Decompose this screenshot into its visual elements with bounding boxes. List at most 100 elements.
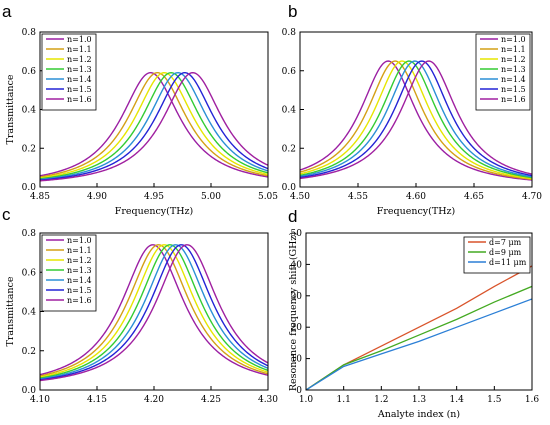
y-tick-label: 0.0 (22, 183, 37, 193)
legend-box (463, 236, 531, 274)
legend-label: n=1.5 (67, 286, 92, 295)
series-line-n=1.0 (300, 60, 532, 181)
x-tick-label: 4.15 (87, 395, 107, 405)
series-line-n=1.4 (40, 244, 268, 380)
series-group (40, 244, 268, 382)
legend-label: n=1.2 (501, 55, 526, 64)
series-line-d=11 μm (306, 298, 532, 390)
legend: n=1.0n=1.1n=1.2n=1.3n=1.4n=1.5n=1.6 (475, 33, 531, 111)
legend-label: n=1.0 (67, 236, 92, 245)
x-tick-label: 1.4 (450, 395, 465, 405)
series-line-n=1.3 (40, 244, 268, 379)
legend-box (475, 33, 531, 111)
y-tick-label: 50 (291, 229, 303, 239)
x-tick-label: 4.90 (87, 192, 107, 202)
legend-label: n=1.1 (501, 45, 526, 54)
legend: n=1.0n=1.1n=1.2n=1.3n=1.4n=1.5n=1.6 (41, 234, 97, 312)
series-line-n=1.6 (40, 71, 268, 182)
y-tick-label: 0.6 (22, 268, 37, 278)
x-tick-label: 4.50 (290, 192, 310, 202)
series-group (306, 265, 532, 390)
y-tick-label: 0.6 (22, 67, 37, 77)
series-line-n=1.1 (300, 60, 532, 181)
x-tick-label: 1.5 (487, 395, 502, 405)
legend-label: n=1.3 (501, 65, 526, 74)
series-line-n=1.5 (40, 244, 268, 381)
panel-letter: c (2, 205, 11, 224)
x-tick-label: 4.25 (201, 395, 221, 405)
panel-letter: d (288, 207, 297, 226)
series-line-n=1.4 (40, 71, 268, 181)
series-line-n=1.4 (300, 60, 532, 178)
legend-label: d=11 μm (489, 258, 527, 267)
legend-label: n=1.6 (67, 95, 92, 104)
x-tick-label: 4.65 (464, 192, 484, 202)
x-axis-label: Frequency(THz) (115, 206, 193, 217)
chart-panel-b: b 4.50 4.55 4.60 4.65 4.70 0.0 0.2 0.4 0.6 0.8 Freq… (282, 2, 543, 217)
series-line-n=1.1 (40, 244, 268, 377)
x-tick-label: 5.00 (201, 192, 221, 202)
legend-label: n=1.6 (67, 296, 92, 305)
y-tick-label: 0.2 (282, 144, 296, 154)
series-line-n=1.5 (300, 60, 532, 179)
y-tick-label: 0.4 (22, 106, 37, 116)
legend-label: n=1.5 (501, 85, 526, 94)
series-line-n=1.3 (300, 60, 532, 179)
chart-panel-a: a 4.85 4.90 4.95 5.00 5.05 0.0 0.2 0.4 0.6 0.8 Freq… (2, 2, 278, 217)
y-tick-label: 0.6 (282, 67, 297, 77)
x-tick-label: 1.2 (374, 395, 388, 405)
x-tick-label: 1.6 (525, 395, 540, 405)
y-tick-label: 0.0 (282, 183, 297, 193)
y-tick-label: 0 (296, 386, 302, 396)
series-line-n=1.2 (40, 71, 268, 179)
legend-label: n=1.4 (501, 75, 526, 84)
y-tick-label: 0.8 (22, 229, 37, 239)
legend-label: n=1.5 (67, 85, 92, 94)
legend-label: n=1.2 (67, 256, 92, 265)
x-axis-label: Frequency(THz) (377, 206, 455, 217)
legend-label: n=1.1 (67, 246, 92, 255)
legend-label: n=1.6 (501, 95, 526, 104)
series-line-n=1.2 (40, 244, 268, 378)
y-tick-label: 30 (291, 292, 303, 302)
legend-label: n=1.0 (501, 35, 526, 44)
legend-label: n=1.0 (67, 35, 92, 44)
x-tick-label: 4.30 (258, 395, 278, 405)
legend-box (41, 33, 97, 111)
x-tick-label: 4.20 (144, 395, 164, 405)
chart-panel-d: d 1.0 1.1 1.2 1.3 1.4 1.5 1.6 0 10 20 30 40 50 Analyte… (288, 207, 539, 420)
x-tick-label: 4.70 (522, 192, 542, 202)
y-tick-label: 0.8 (282, 28, 297, 38)
panel-letter: a (2, 2, 12, 21)
x-tick-label: 1.3 (412, 395, 427, 405)
y-tick-label: 0.0 (22, 386, 37, 396)
series-line-n=1.2 (300, 60, 532, 180)
legend-label: n=1.2 (67, 55, 92, 64)
x-tick-label: 4.95 (144, 192, 164, 202)
chart-panel-c: c 4.10 4.15 4.20 4.25 4.30 0.0 0.2 0.4 0.6 0.8 Tran… (2, 205, 278, 405)
series-line-d=9 μm (306, 285, 532, 390)
y-tick-label: 0.8 (22, 28, 37, 38)
series-group (300, 60, 532, 181)
y-tick-label: 0.2 (22, 144, 36, 154)
series-line-n=1.1 (40, 71, 268, 178)
legend-label: d=7 μm (489, 238, 522, 247)
series-line-n=1.6 (300, 60, 532, 180)
y-tick-label: 0.2 (22, 347, 36, 357)
x-tick-label: 1.0 (299, 395, 314, 405)
legend: n=1.0n=1.1n=1.2n=1.3n=1.4n=1.5n=1.6 (41, 33, 97, 111)
legend-label: n=1.4 (67, 75, 92, 84)
legend-box (41, 234, 97, 312)
y-axis-label: Transmittance (5, 276, 16, 346)
y-tick-label: 20 (291, 323, 303, 333)
legend-label: n=1.1 (67, 45, 92, 54)
series-line-d=7 μm (306, 265, 532, 390)
x-tick-label: 4.60 (406, 192, 426, 202)
series-line-n=1.6 (40, 244, 268, 382)
series-group (40, 71, 268, 182)
series-line-n=1.3 (40, 71, 268, 180)
x-tick-label: 5.05 (258, 192, 278, 202)
legend-label: n=1.3 (67, 266, 92, 275)
series-line-n=1.0 (40, 244, 268, 376)
